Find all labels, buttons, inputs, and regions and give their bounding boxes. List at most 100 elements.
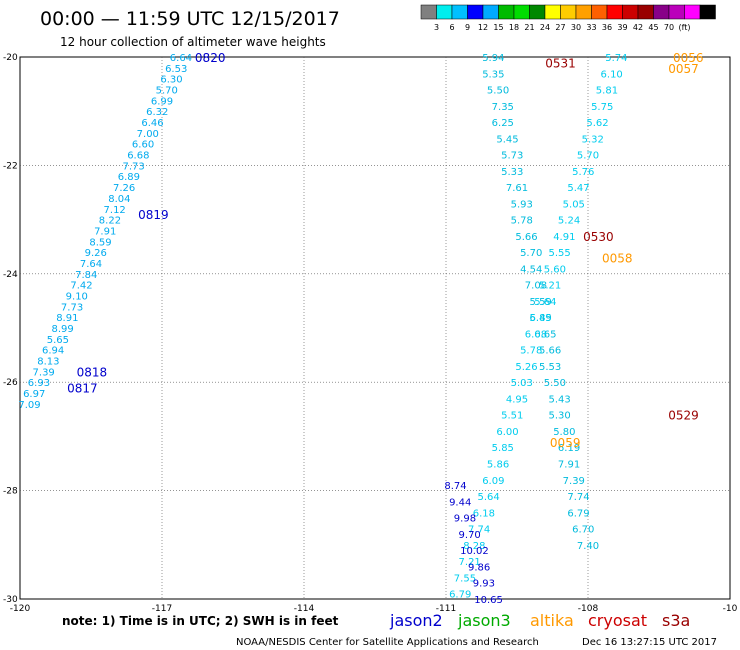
swh-value: 6.08 xyxy=(525,329,547,340)
swh-value: 6.10 xyxy=(601,69,623,80)
colorbar-swatch xyxy=(560,4,577,20)
colorbar-label: (ft) xyxy=(678,23,690,32)
colorbar-label: 9 xyxy=(465,23,470,32)
swh-value: 6.46 xyxy=(141,118,163,129)
swh-value: 6.93 xyxy=(28,378,50,389)
x-tick-label: -111 xyxy=(436,604,456,614)
swh-value: 9.44 xyxy=(449,497,471,508)
y-tick-label: -24 xyxy=(3,270,18,280)
swh-value: 5.93 xyxy=(511,199,533,210)
swh-value: 6.99 xyxy=(151,96,173,107)
swh-value: 6.79 xyxy=(449,590,471,601)
swh-value: 5.50 xyxy=(487,86,509,97)
swh-value: 6.60 xyxy=(132,140,154,151)
swh-value: 5.66 xyxy=(515,232,537,243)
colorbar-swatch xyxy=(544,4,561,20)
satellite-name: s3a xyxy=(662,611,690,630)
swh-value: 6.53 xyxy=(165,64,187,75)
swh-value: 5.45 xyxy=(496,134,518,145)
colorbar-label: 39 xyxy=(617,23,627,32)
y-tick-label: -28 xyxy=(3,487,18,497)
chart-title: 00:00 — 11:59 UTC 12/15/2017 xyxy=(40,8,340,30)
swh-value: 5.73 xyxy=(501,151,523,162)
colorbar-label: 6 xyxy=(449,23,454,32)
swh-value: 7.00 xyxy=(137,129,159,140)
swh-value: 7.42 xyxy=(70,281,92,292)
swh-value: 7.35 xyxy=(492,102,514,113)
swh-value: 5.59 xyxy=(530,297,552,308)
swh-value: 6.09 xyxy=(482,476,504,487)
swh-value: 5.78 xyxy=(511,216,533,227)
swh-value: 6.94 xyxy=(42,346,64,357)
pass-label: 0817 xyxy=(67,382,98,396)
swh-value: 6.00 xyxy=(496,427,518,438)
colorbar-label: 30 xyxy=(571,23,581,32)
colorbar-swatch xyxy=(622,4,639,20)
swh-value: 7.21 xyxy=(459,557,481,568)
swh-value: 6.68 xyxy=(127,151,149,162)
colorbar-swatch xyxy=(498,4,515,20)
swh-value: 5.85 xyxy=(530,313,552,324)
swh-value: 8.22 xyxy=(99,216,121,227)
swh-value: 7.40 xyxy=(577,541,599,552)
swh-value: 5.66 xyxy=(539,346,561,357)
swh-value: 5.62 xyxy=(586,118,608,129)
pass-label: 0531 xyxy=(545,56,576,70)
axis-ticks: -120 -117 -114 -111 -108 -10 -20 -22 -24 -26 -28 -3… xyxy=(3,53,738,614)
colorbar-label: 24 xyxy=(540,23,550,32)
swh-value: 7.09 xyxy=(18,400,40,411)
plot-frame xyxy=(19,56,731,600)
swh-value: 4.91 xyxy=(553,232,575,243)
footer-timestamp: Dec 16 13:27:15 UTC 2017 xyxy=(582,637,717,648)
swh-value: 5.33 xyxy=(501,167,523,178)
colorbar-swatch xyxy=(420,4,437,20)
swh-value: 7.91 xyxy=(558,460,580,471)
colorbar-label: 15 xyxy=(493,23,503,32)
colorbar-label: 36 xyxy=(602,23,612,32)
swh-value: 5.70 xyxy=(577,151,599,162)
swh-value: 9.10 xyxy=(66,291,88,302)
pass-label: 0059 xyxy=(550,436,581,450)
swh-value: 5.21 xyxy=(539,281,561,292)
swh-value: 5.51 xyxy=(501,411,523,422)
swh-value: 7.39 xyxy=(33,367,55,378)
swh-value: 8.91 xyxy=(56,313,78,324)
colorbar-swatch xyxy=(467,4,484,20)
swh-value: 5.26 xyxy=(515,362,537,373)
swh-value: 4.95 xyxy=(506,394,528,405)
pass-label: 0820 xyxy=(195,51,226,65)
swh-value: 5.03 xyxy=(511,378,533,389)
colorbar-label: 3 xyxy=(434,23,439,32)
swh-value: 5.30 xyxy=(548,411,570,422)
colorbar-swatch xyxy=(575,4,592,20)
swh-value: 9.70 xyxy=(459,530,481,541)
pass-label: 0057 xyxy=(668,62,699,76)
swh-value: 5.70 xyxy=(156,86,178,97)
swh-value: 6.97 xyxy=(23,389,45,400)
swh-value: 5.50 xyxy=(544,378,566,389)
footer-note: note: 1) Time is in UTC; 2) SWH is in fe… xyxy=(62,614,339,628)
satellite-name: altika xyxy=(530,611,574,630)
colorbar-swatch xyxy=(436,4,453,20)
y-tick-label: -30 xyxy=(3,595,18,605)
chart-subtitle: 12 hour collection of altimeter wave hei… xyxy=(60,35,326,49)
swh-value: 10.65 xyxy=(474,595,503,606)
satellite-legend: jason2 jason3 altika cryosat s3a xyxy=(389,611,690,630)
swh-value: 6.89 xyxy=(118,172,140,183)
colorbar-swatch xyxy=(591,4,608,20)
swh-value: 4.54 xyxy=(520,264,542,275)
colorbar-swatch xyxy=(637,4,654,20)
y-tick-label: -22 xyxy=(3,161,18,171)
altimeter-tracks: 6.646.536.305.706.996.326.467.006.606.68… xyxy=(18,53,627,606)
swh-value: 9.93 xyxy=(473,579,495,590)
swh-value: 8.28 xyxy=(463,541,485,552)
swh-value: 5.32 xyxy=(582,134,604,145)
swh-value: 5.78 xyxy=(520,346,542,357)
colorbar-label: 18 xyxy=(509,23,519,32)
swh-value: 7.73 xyxy=(61,302,83,313)
swh-value: 5.64 xyxy=(534,297,556,308)
swh-value: 7.91 xyxy=(94,226,116,237)
swh-value: 6.64 xyxy=(170,53,192,64)
